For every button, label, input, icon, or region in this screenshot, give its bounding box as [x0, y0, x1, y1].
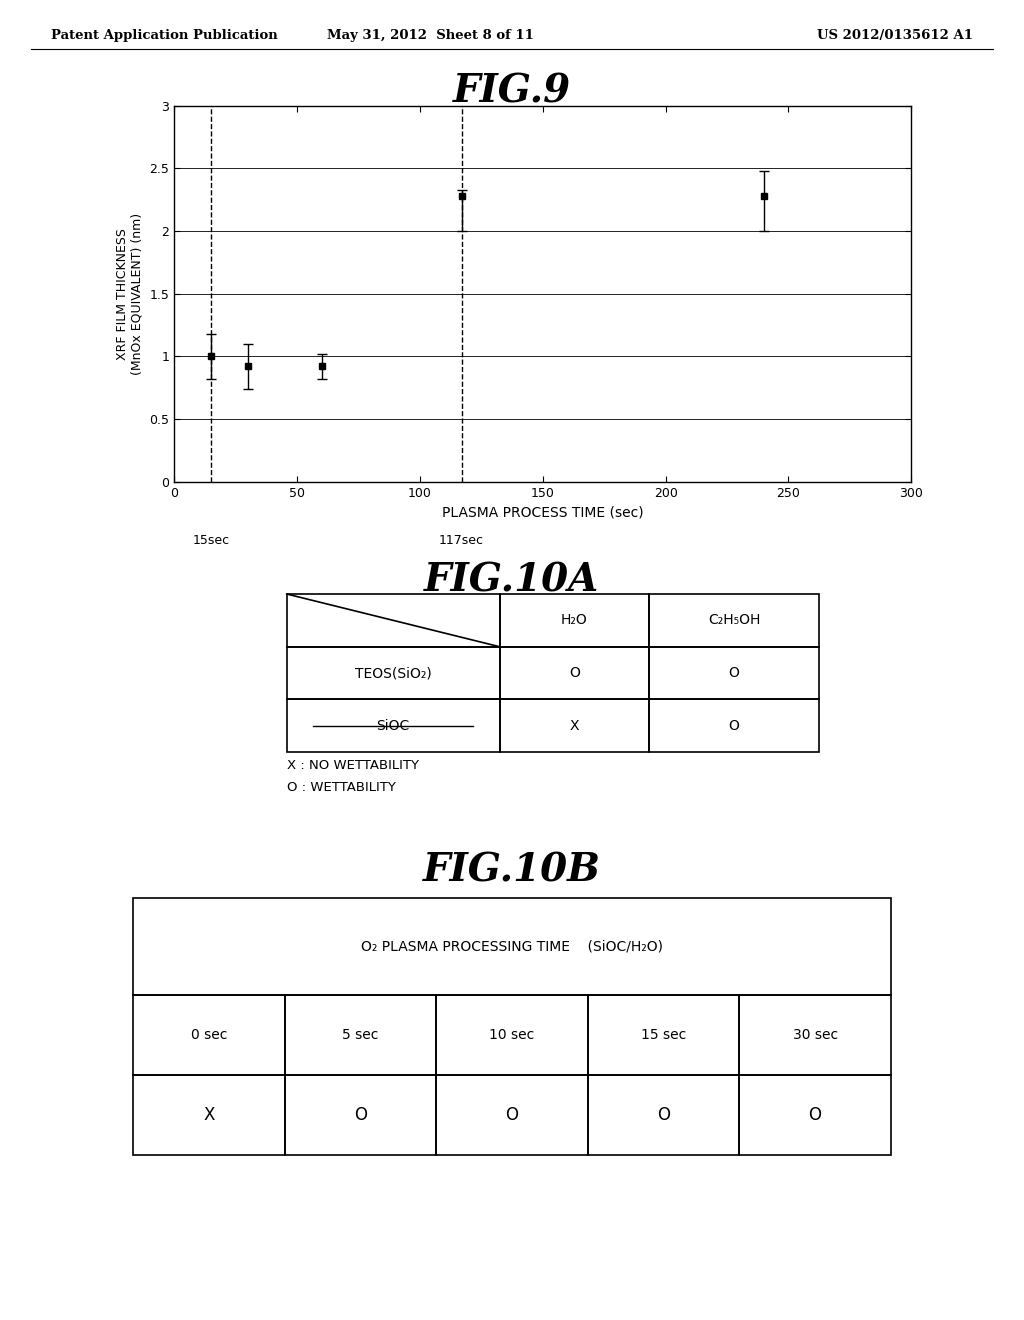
Bar — [133, 1076, 285, 1155]
Text: O: O — [728, 719, 739, 733]
Bar — [739, 1076, 891, 1155]
Text: X: X — [569, 719, 579, 733]
Text: X : NO WETTABILITY: X : NO WETTABILITY — [287, 759, 419, 772]
Bar — [285, 995, 436, 1076]
Text: FIG.10A: FIG.10A — [424, 561, 600, 599]
Text: May 31, 2012  Sheet 8 of 11: May 31, 2012 Sheet 8 of 11 — [327, 29, 534, 42]
Bar — [287, 594, 500, 647]
Bar — [133, 898, 891, 995]
Text: O: O — [728, 667, 739, 680]
Bar — [436, 1076, 588, 1155]
Text: O₂ PLASMA PROCESSING TIME    (SiOC/H₂O): O₂ PLASMA PROCESSING TIME (SiOC/H₂O) — [361, 940, 663, 953]
Text: FIG.9: FIG.9 — [453, 73, 571, 111]
Text: 30 sec: 30 sec — [793, 1028, 838, 1043]
Text: US 2012/0135612 A1: US 2012/0135612 A1 — [817, 29, 973, 42]
Text: Patent Application Publication: Patent Application Publication — [51, 29, 278, 42]
Text: 0 sec: 0 sec — [190, 1028, 227, 1043]
Bar — [500, 594, 649, 647]
Bar — [739, 995, 891, 1076]
Text: FIG.10B: FIG.10B — [423, 851, 601, 890]
Bar — [133, 995, 285, 1076]
Text: O: O — [568, 667, 580, 680]
Bar — [588, 1076, 739, 1155]
Text: O: O — [506, 1106, 518, 1125]
Bar — [649, 647, 819, 700]
Bar — [649, 594, 819, 647]
Bar — [287, 647, 500, 700]
Text: O: O — [354, 1106, 367, 1125]
Text: H₂O: H₂O — [561, 614, 588, 627]
Text: O: O — [657, 1106, 670, 1125]
Bar — [436, 995, 588, 1076]
Text: O: O — [809, 1106, 821, 1125]
Bar — [588, 995, 739, 1076]
Text: 5 sec: 5 sec — [342, 1028, 379, 1043]
Y-axis label: XRF FILM THICKNESS
(MnOx EQUIVALENT) (nm): XRF FILM THICKNESS (MnOx EQUIVALENT) (nm… — [116, 213, 143, 375]
Text: X: X — [203, 1106, 215, 1125]
Text: 117sec: 117sec — [439, 535, 484, 548]
Bar — [649, 700, 819, 752]
Text: O : WETTABILITY: O : WETTABILITY — [287, 781, 395, 795]
X-axis label: PLASMA PROCESS TIME (sec): PLASMA PROCESS TIME (sec) — [442, 506, 643, 519]
Text: 15 sec: 15 sec — [641, 1028, 686, 1043]
Bar — [500, 700, 649, 752]
Text: 15sec: 15sec — [193, 535, 229, 548]
Text: SiOC: SiOC — [377, 719, 410, 733]
Text: 10 sec: 10 sec — [489, 1028, 535, 1043]
Bar — [285, 1076, 436, 1155]
Bar — [500, 647, 649, 700]
Bar — [287, 700, 500, 752]
Text: C₂H₅OH: C₂H₅OH — [708, 614, 760, 627]
Text: TEOS(SiO₂): TEOS(SiO₂) — [355, 667, 431, 680]
